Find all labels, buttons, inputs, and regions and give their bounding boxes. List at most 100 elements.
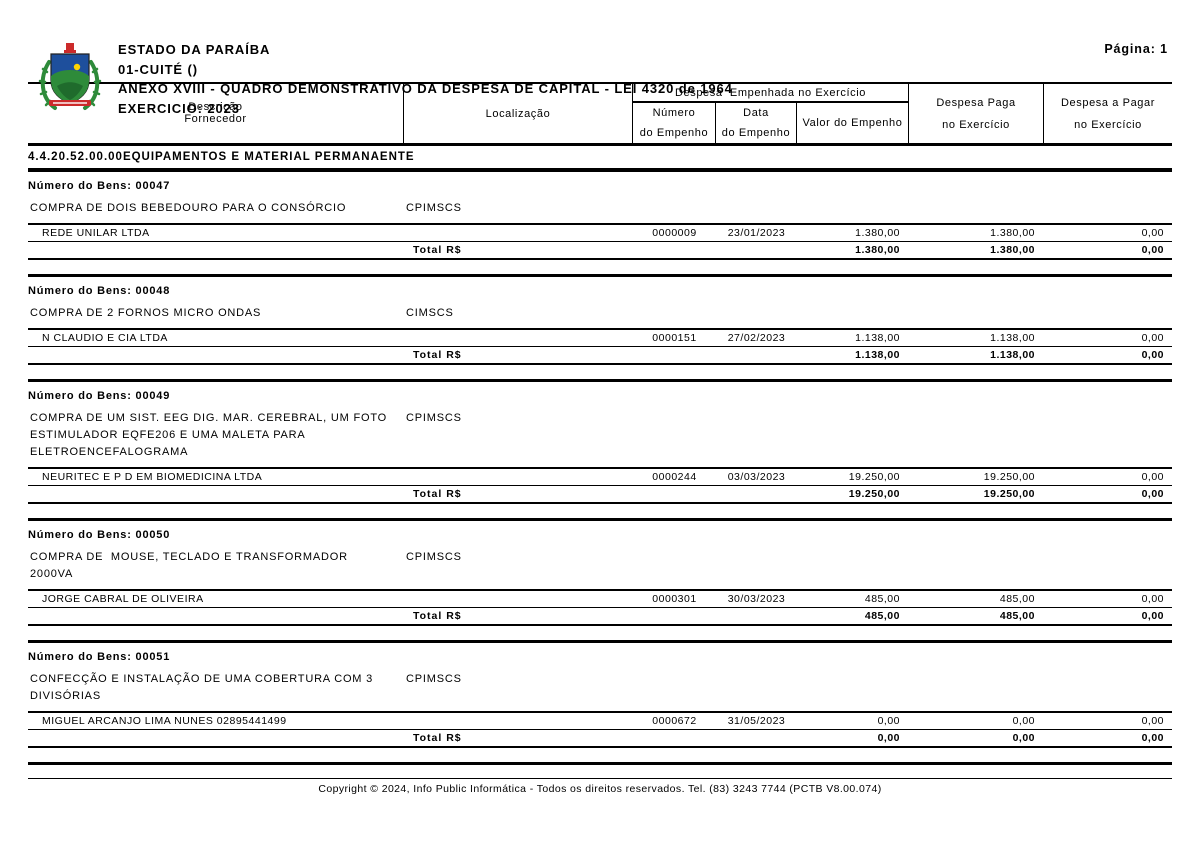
column-header-numero-empenho: Número do Empenho bbox=[633, 103, 716, 143]
section-code: 4.4.20.52.00.00 bbox=[28, 151, 123, 163]
supplier-rows: N CLAUDIO E CIA LTDA 0000151 27/02/2023 … bbox=[28, 328, 1172, 365]
total-payable-value: 0,00 bbox=[1141, 349, 1164, 361]
paid-value: 19.250,00 bbox=[983, 471, 1035, 483]
bens-label: Número do Bens: bbox=[28, 651, 132, 663]
supplier-row: N CLAUDIO E CIA LTDA 0000151 27/02/2023 … bbox=[28, 330, 1172, 347]
total-row: Total R$ 485,00 485,00 0,00 bbox=[28, 608, 1172, 626]
total-paid-value: 485,00 bbox=[999, 610, 1035, 622]
column-header-descricao: Descrição bbox=[188, 100, 243, 113]
total-row: Total R$ 0,00 0,00 0,00 bbox=[28, 730, 1172, 748]
total-paid-value: 1.138,00 bbox=[990, 349, 1035, 361]
empenho-number: 0000009 bbox=[652, 227, 697, 239]
column-header-descricao-fornecedor: Descrição Fornecedor bbox=[28, 84, 404, 143]
localizacao-value: CPIMSCS bbox=[406, 673, 462, 685]
empenho-number: 0000244 bbox=[652, 471, 697, 483]
item-description: COMPRA DE 2 FORNOS MICRO ONDAS bbox=[28, 305, 404, 322]
bens-number-row: Número do Bens: 00051 bbox=[28, 643, 1172, 665]
empenho-number: 0000672 bbox=[652, 715, 697, 727]
exercise-year: EXERCICIO: 2023 bbox=[118, 100, 240, 116]
footer-divider bbox=[28, 778, 1172, 779]
bens-number-row: Número do Bens: 00049 bbox=[28, 382, 1172, 404]
page-number: Página: 1 bbox=[1104, 42, 1168, 56]
empenho-value: 1.380,00 bbox=[855, 227, 900, 239]
supplier-rows: NEURITEC E P D EM BIOMEDICINA LTDA 00002… bbox=[28, 467, 1172, 504]
empenho-value: 1.138,00 bbox=[855, 332, 900, 344]
payable-value: 0,00 bbox=[1141, 471, 1164, 483]
total-paid-value: 0,00 bbox=[1012, 732, 1035, 744]
supplier-row: REDE UNILAR LTDA 0000009 23/01/2023 1.38… bbox=[28, 225, 1172, 242]
empenho-value: 0,00 bbox=[877, 715, 900, 727]
bens-block: Número do Bens: 00047 COMPRA DE DOIS BEB… bbox=[28, 172, 1172, 260]
item-description-line: COMPRA DE 2 FORNOS MICRO ONDAS bbox=[30, 307, 262, 319]
bens-number: 00050 bbox=[135, 529, 171, 541]
municipality-name: 01-CUITÉ () bbox=[118, 61, 198, 77]
supplier-name: JORGE CABRAL DE OLIVEIRA bbox=[42, 593, 204, 605]
bens-block: Número do Bens: 00050 COMPRA DE MOUSE, T… bbox=[28, 518, 1172, 626]
column-header-despesa-paga: Despesa Paga no Exercício bbox=[908, 84, 1043, 143]
bens-label: Número do Bens: bbox=[28, 285, 132, 297]
column-header-fornecedor: Fornecedor bbox=[184, 112, 247, 125]
supplier-rows: MIGUEL ARCANJO LIMA NUNES 02895441499 00… bbox=[28, 711, 1172, 748]
group-header-empenhada: Despesa Empenhada no Exercício bbox=[633, 84, 908, 103]
paid-value: 485,00 bbox=[999, 593, 1035, 605]
item-description: COMPRA DE DOIS BEBEDOURO PARA O CONSÓRCI… bbox=[28, 200, 404, 217]
table-end-rule bbox=[28, 762, 1172, 765]
item-description-row: CONFECÇÃO E INSTALAÇÃO DE UMA COBERTURA … bbox=[28, 665, 1172, 711]
report-title: ANEXO XVIII - QUADRO DEMONSTRATIVO DA DE… bbox=[118, 81, 733, 96]
supplier-row: NEURITEC E P D EM BIOMEDICINA LTDA 00002… bbox=[28, 469, 1172, 486]
empenho-date: 30/03/2023 bbox=[727, 593, 786, 605]
empenho-date: 23/01/2023 bbox=[727, 227, 786, 239]
total-empenho-value: 485,00 bbox=[864, 610, 900, 622]
paid-value: 0,00 bbox=[1012, 715, 1035, 727]
empenho-number: 0000151 bbox=[652, 332, 697, 344]
payable-value: 0,00 bbox=[1141, 715, 1164, 727]
column-header-valor-empenho: Valor do Empenho bbox=[802, 117, 903, 129]
state-name: ESTADO DA PARAÍBA bbox=[118, 42, 271, 57]
localizacao-value: CIMSCS bbox=[406, 307, 454, 319]
column-group-despesa-empenhada: Despesa Empenhada no Exercício Número do… bbox=[633, 84, 908, 143]
column-header-data-empenho: Data do Empenho bbox=[716, 103, 797, 143]
supplier-name: REDE UNILAR LTDA bbox=[42, 227, 150, 239]
total-empenho-value: 0,00 bbox=[877, 732, 900, 744]
item-description-line: ELETROENCEFALOGRAMA bbox=[30, 446, 189, 458]
bens-label: Número do Bens: bbox=[28, 529, 132, 541]
bens-number-row: Número do Bens: 00047 bbox=[28, 172, 1172, 194]
supplier-rows: JORGE CABRAL DE OLIVEIRA 0000301 30/03/2… bbox=[28, 589, 1172, 626]
bens-block: Número do Bens: 00048 COMPRA DE 2 FORNOS… bbox=[28, 274, 1172, 365]
supplier-name: NEURITEC E P D EM BIOMEDICINA LTDA bbox=[42, 471, 263, 483]
item-description-line: ESTIMULADOR EQFE206 E UMA MALETA PARA bbox=[30, 429, 306, 441]
payable-value: 0,00 bbox=[1141, 332, 1164, 344]
table-header: Descrição Fornecedor Localização Despesa… bbox=[28, 82, 1172, 146]
empenho-value: 485,00 bbox=[864, 593, 900, 605]
total-payable-value: 0,00 bbox=[1141, 244, 1164, 256]
total-label: Total R$ bbox=[413, 244, 462, 256]
title-block: ESTADO DA PARAÍBA 01-CUITÉ () ANEXO XVII… bbox=[118, 40, 733, 118]
item-description-line: COMPRA DE UM SIST. EEG DIG. MAR. CEREBRA… bbox=[30, 412, 388, 424]
bens-number: 00047 bbox=[135, 180, 171, 192]
bens-block: Número do Bens: 00051 CONFECÇÃO E INSTAL… bbox=[28, 640, 1172, 748]
column-header-despesa-a-pagar: Despesa a Pagar no Exercício bbox=[1043, 84, 1172, 143]
coat-of-arms-icon bbox=[38, 43, 102, 110]
item-description: COMPRA DE MOUSE, TECLADO E TRANSFORMADOR… bbox=[28, 549, 404, 583]
total-empenho-value: 19.250,00 bbox=[848, 488, 900, 500]
item-description-line: COMPRA DE DOIS BEBEDOURO PARA O CONSÓRCI… bbox=[30, 202, 347, 214]
empenho-value: 19.250,00 bbox=[848, 471, 900, 483]
copyright-text: Copyright © 2024, Info Public Informátic… bbox=[318, 783, 882, 795]
paid-value: 1.380,00 bbox=[990, 227, 1035, 239]
item-description-row: COMPRA DE UM SIST. EEG DIG. MAR. CEREBRA… bbox=[28, 404, 1172, 467]
item-description-line: COMPRA DE MOUSE, TECLADO E TRANSFORMADOR… bbox=[30, 551, 352, 580]
bens-number: 00048 bbox=[135, 285, 171, 297]
payable-value: 0,00 bbox=[1141, 593, 1164, 605]
item-description-line: CONFECÇÃO E INSTALAÇÃO DE UMA COBERTURA … bbox=[30, 673, 374, 685]
supplier-name: N CLAUDIO E CIA LTDA bbox=[42, 332, 168, 344]
item-description: CONFECÇÃO E INSTALAÇÃO DE UMA COBERTURA … bbox=[28, 671, 404, 705]
empenho-number: 0000301 bbox=[652, 593, 697, 605]
item-description-row: COMPRA DE 2 FORNOS MICRO ONDAS CIMSCS bbox=[28, 299, 1172, 328]
section-name: EQUIPAMENTOS E MATERIAL PERMANAENTE bbox=[122, 151, 415, 163]
total-row: Total R$ 1.380,00 1.380,00 0,00 bbox=[28, 242, 1172, 260]
total-payable-value: 0,00 bbox=[1141, 488, 1164, 500]
total-label: Total R$ bbox=[413, 732, 462, 744]
bens-label: Número do Bens: bbox=[28, 180, 132, 192]
total-empenho-value: 1.380,00 bbox=[855, 244, 900, 256]
